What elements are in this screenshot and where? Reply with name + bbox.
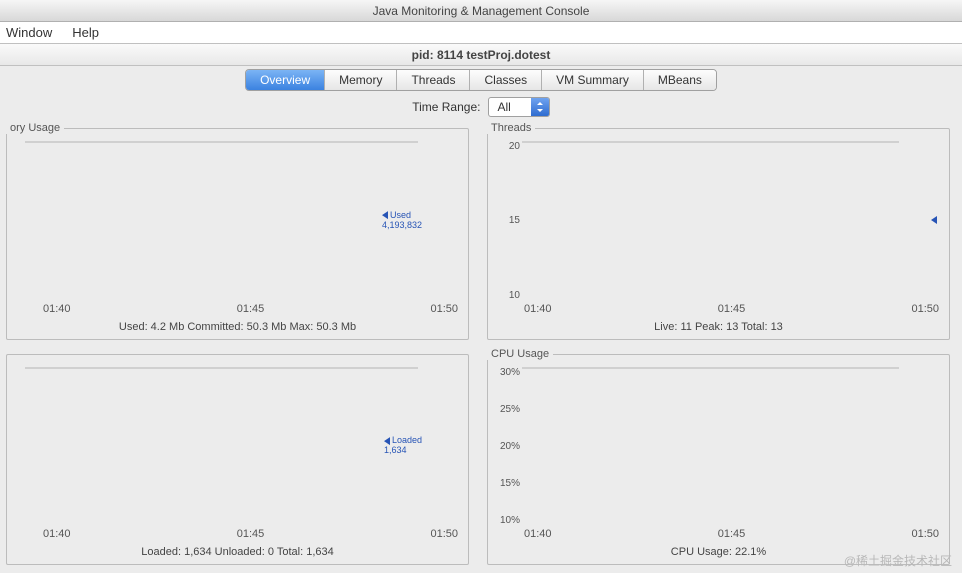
panel-classes: Loaded 1,634 01:40 01:45 01:50 Loaded: 1… xyxy=(0,348,475,568)
tab-threads[interactable]: Threads xyxy=(397,70,470,90)
watermark: @稀土掘金技术社区 xyxy=(844,552,952,569)
menu-window[interactable]: Window xyxy=(6,25,52,40)
tabs: Overview Memory Threads Classes VM Summa… xyxy=(245,69,717,91)
heap-chart[interactable] xyxy=(25,141,418,143)
threads-side-marker xyxy=(931,216,939,226)
timerange-label: Time Range: xyxy=(412,100,480,114)
tab-memory[interactable]: Memory xyxy=(325,70,397,90)
panels-grid: ory Usage Used 4,193,832 01:40 01:45 01:… xyxy=(0,122,962,573)
dropdown-arrow-icon xyxy=(531,98,549,116)
classes-side-label: Loaded 1,634 xyxy=(384,436,422,456)
classes-stats: Loaded: 1,634 Unloaded: 0 Total: 1,634 xyxy=(13,540,462,560)
timerange-row: Time Range: All xyxy=(0,92,962,122)
threads-yticks: 20 15 10 xyxy=(494,141,520,301)
menubar: Window Help xyxy=(0,22,962,44)
cpu-xticks: 01:40 01:45 01:50 xyxy=(494,526,943,540)
panel-cpu-title: CPU Usage xyxy=(487,348,553,360)
timerange-value: All xyxy=(489,100,530,114)
cpu-chart[interactable] xyxy=(522,367,899,369)
tab-overview[interactable]: Overview xyxy=(246,70,325,90)
cpu-yticks: 30% 25% 20% 15% 10% xyxy=(494,367,520,527)
threads-chart[interactable] xyxy=(522,141,899,143)
heap-xticks: 01:40 01:45 01:50 xyxy=(13,301,462,315)
panel-threads-title: Threads xyxy=(487,122,535,134)
menu-help[interactable]: Help xyxy=(72,25,99,40)
tab-mbeans[interactable]: MBeans xyxy=(644,70,716,90)
threads-stats: Live: 11 Peak: 13 Total: 13 xyxy=(494,315,943,335)
tabbar: Overview Memory Threads Classes VM Summa… xyxy=(0,66,962,92)
heap-stats: Used: 4.2 Mb Committed: 50.3 Mb Max: 50.… xyxy=(13,315,462,335)
panel-threads: Threads 20 15 10 01:40 01:45 01:50 xyxy=(481,122,956,342)
window-titlebar: Java Monitoring & Management Console xyxy=(0,0,962,22)
tab-classes[interactable]: Classes xyxy=(470,70,542,90)
tab-vmsummary[interactable]: VM Summary xyxy=(542,70,644,90)
classes-chart[interactable] xyxy=(25,367,418,369)
threads-xticks: 01:40 01:45 01:50 xyxy=(494,301,943,315)
panel-cpu: CPU Usage 30% 25% 20% 15% 10% 01:40 01:4… xyxy=(481,348,956,568)
heap-side-label: Used 4,193,832 xyxy=(382,211,422,231)
connection-subtitle: pid: 8114 testProj.dotest xyxy=(0,44,962,66)
classes-xticks: 01:40 01:45 01:50 xyxy=(13,526,462,540)
panel-heap: ory Usage Used 4,193,832 01:40 01:45 01:… xyxy=(0,122,475,342)
panel-heap-title: ory Usage xyxy=(6,122,64,134)
timerange-select[interactable]: All xyxy=(488,97,549,117)
